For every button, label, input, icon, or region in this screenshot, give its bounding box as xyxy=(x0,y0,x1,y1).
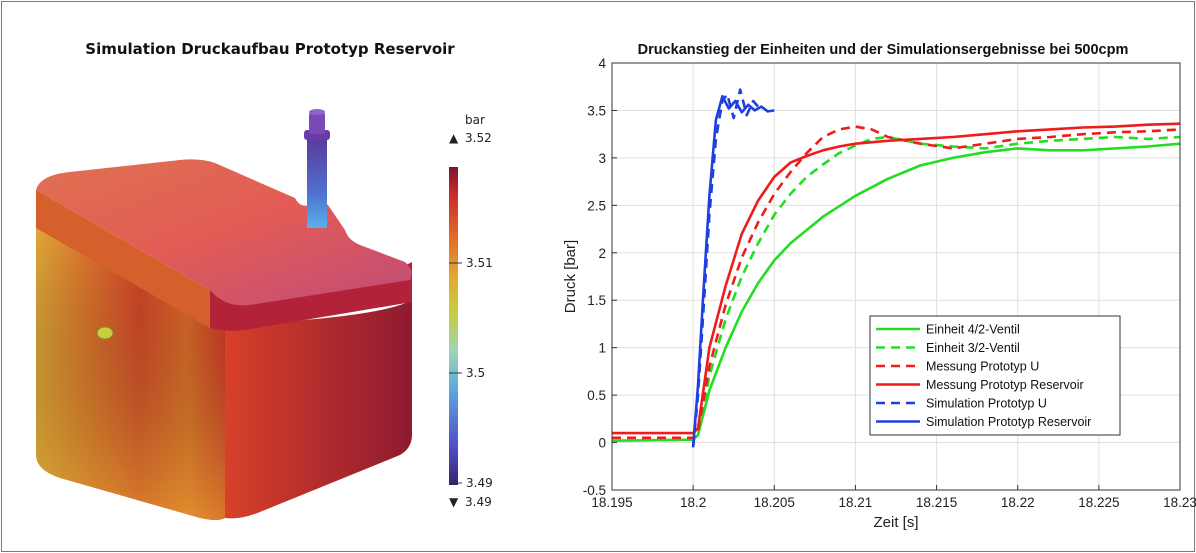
y-tick-label: 2 xyxy=(598,246,606,261)
chart-series xyxy=(611,88,1181,448)
chart-legend: Einheit 4/2-Ventil Einheit 3/2-Ventil Mess… xyxy=(869,315,1121,436)
x-tick-label: 18.225 xyxy=(1078,495,1119,510)
y-tick-label: 3 xyxy=(598,151,606,166)
simulation-title: Simulation Druckaufbau Prototyp Reservoi… xyxy=(85,40,455,58)
colorbar-min-arrow: ▼ xyxy=(449,495,459,509)
legend-entry: Einheit 4/2-Ventil xyxy=(926,323,1020,337)
series-line-3 xyxy=(612,125,1181,440)
x-tick-label: 18.21 xyxy=(839,495,873,510)
simulation-render: bar ▲ 3.52 3.51 3.5 3.49 ▼ 3.49 xyxy=(35,109,493,520)
x-tick-label: 18.23 xyxy=(1163,495,1196,510)
x-tick-label: 18.195 xyxy=(591,495,632,510)
inlet-pipe xyxy=(307,138,327,228)
colorbar-tick-3-51: 3.51 xyxy=(466,256,493,270)
legend-entry: Simulation Prototyp Reservoir xyxy=(926,415,1091,429)
series-line-2 xyxy=(612,135,1181,440)
reservoir-side-face xyxy=(225,300,412,519)
y-tick-label: 3.5 xyxy=(587,103,606,118)
colorbar-tick-3-49: 3.49 xyxy=(466,476,493,490)
legend-entry: Messung Prototyp U xyxy=(926,360,1039,374)
y-tick-label: 2.5 xyxy=(587,198,606,213)
y-tick-label: 1 xyxy=(598,341,606,356)
side-port xyxy=(96,326,114,340)
series-line-4 xyxy=(612,122,1181,435)
series-line-1 xyxy=(611,142,1181,442)
chart-ticks: 18.195 18.2 18.205 18.21 18.215 18.22 18.225 18… xyxy=(583,56,1196,510)
legend-entry: Einheit 3/2-Ventil xyxy=(926,341,1020,355)
colorbar xyxy=(449,167,458,485)
x-tick-label: 18.205 xyxy=(754,495,795,510)
legend-box xyxy=(869,315,1121,436)
plot-area xyxy=(611,62,1181,491)
y-axis-label: Druck [bar] xyxy=(562,240,579,313)
series-line-6 xyxy=(691,94,775,448)
colorbar-min-label: 3.49 xyxy=(465,495,492,509)
x-tick-label: 18.22 xyxy=(1001,495,1035,510)
series-line-5 xyxy=(691,88,763,448)
y-tick-label: 4 xyxy=(598,56,606,71)
legend-entry: Simulation Prototyp U xyxy=(926,397,1047,411)
colorbar-max-arrow: ▲ xyxy=(449,131,459,145)
reservoir-lid-front xyxy=(36,190,210,328)
reservoir-lid-top xyxy=(36,159,412,306)
y-tick-label: -0.5 xyxy=(583,483,606,498)
colorbar-unit: bar xyxy=(465,113,485,127)
x-tick-label: 18.215 xyxy=(916,495,957,510)
chart-title: Druckanstieg der Einheiten und der Simul… xyxy=(637,42,1129,58)
y-tick-label: 0 xyxy=(598,436,606,451)
x-tick-label: 18.2 xyxy=(680,495,706,510)
y-tick-label: 1.5 xyxy=(587,293,606,308)
x-axis-label: Zeit [s] xyxy=(873,514,918,531)
colorbar-tick-3-5: 3.5 xyxy=(466,366,485,380)
legend-entry: Messung Prototyp Reservoir xyxy=(926,378,1084,392)
colorbar-max-label: 3.52 xyxy=(465,131,492,145)
y-tick-label: 0.5 xyxy=(587,388,606,403)
